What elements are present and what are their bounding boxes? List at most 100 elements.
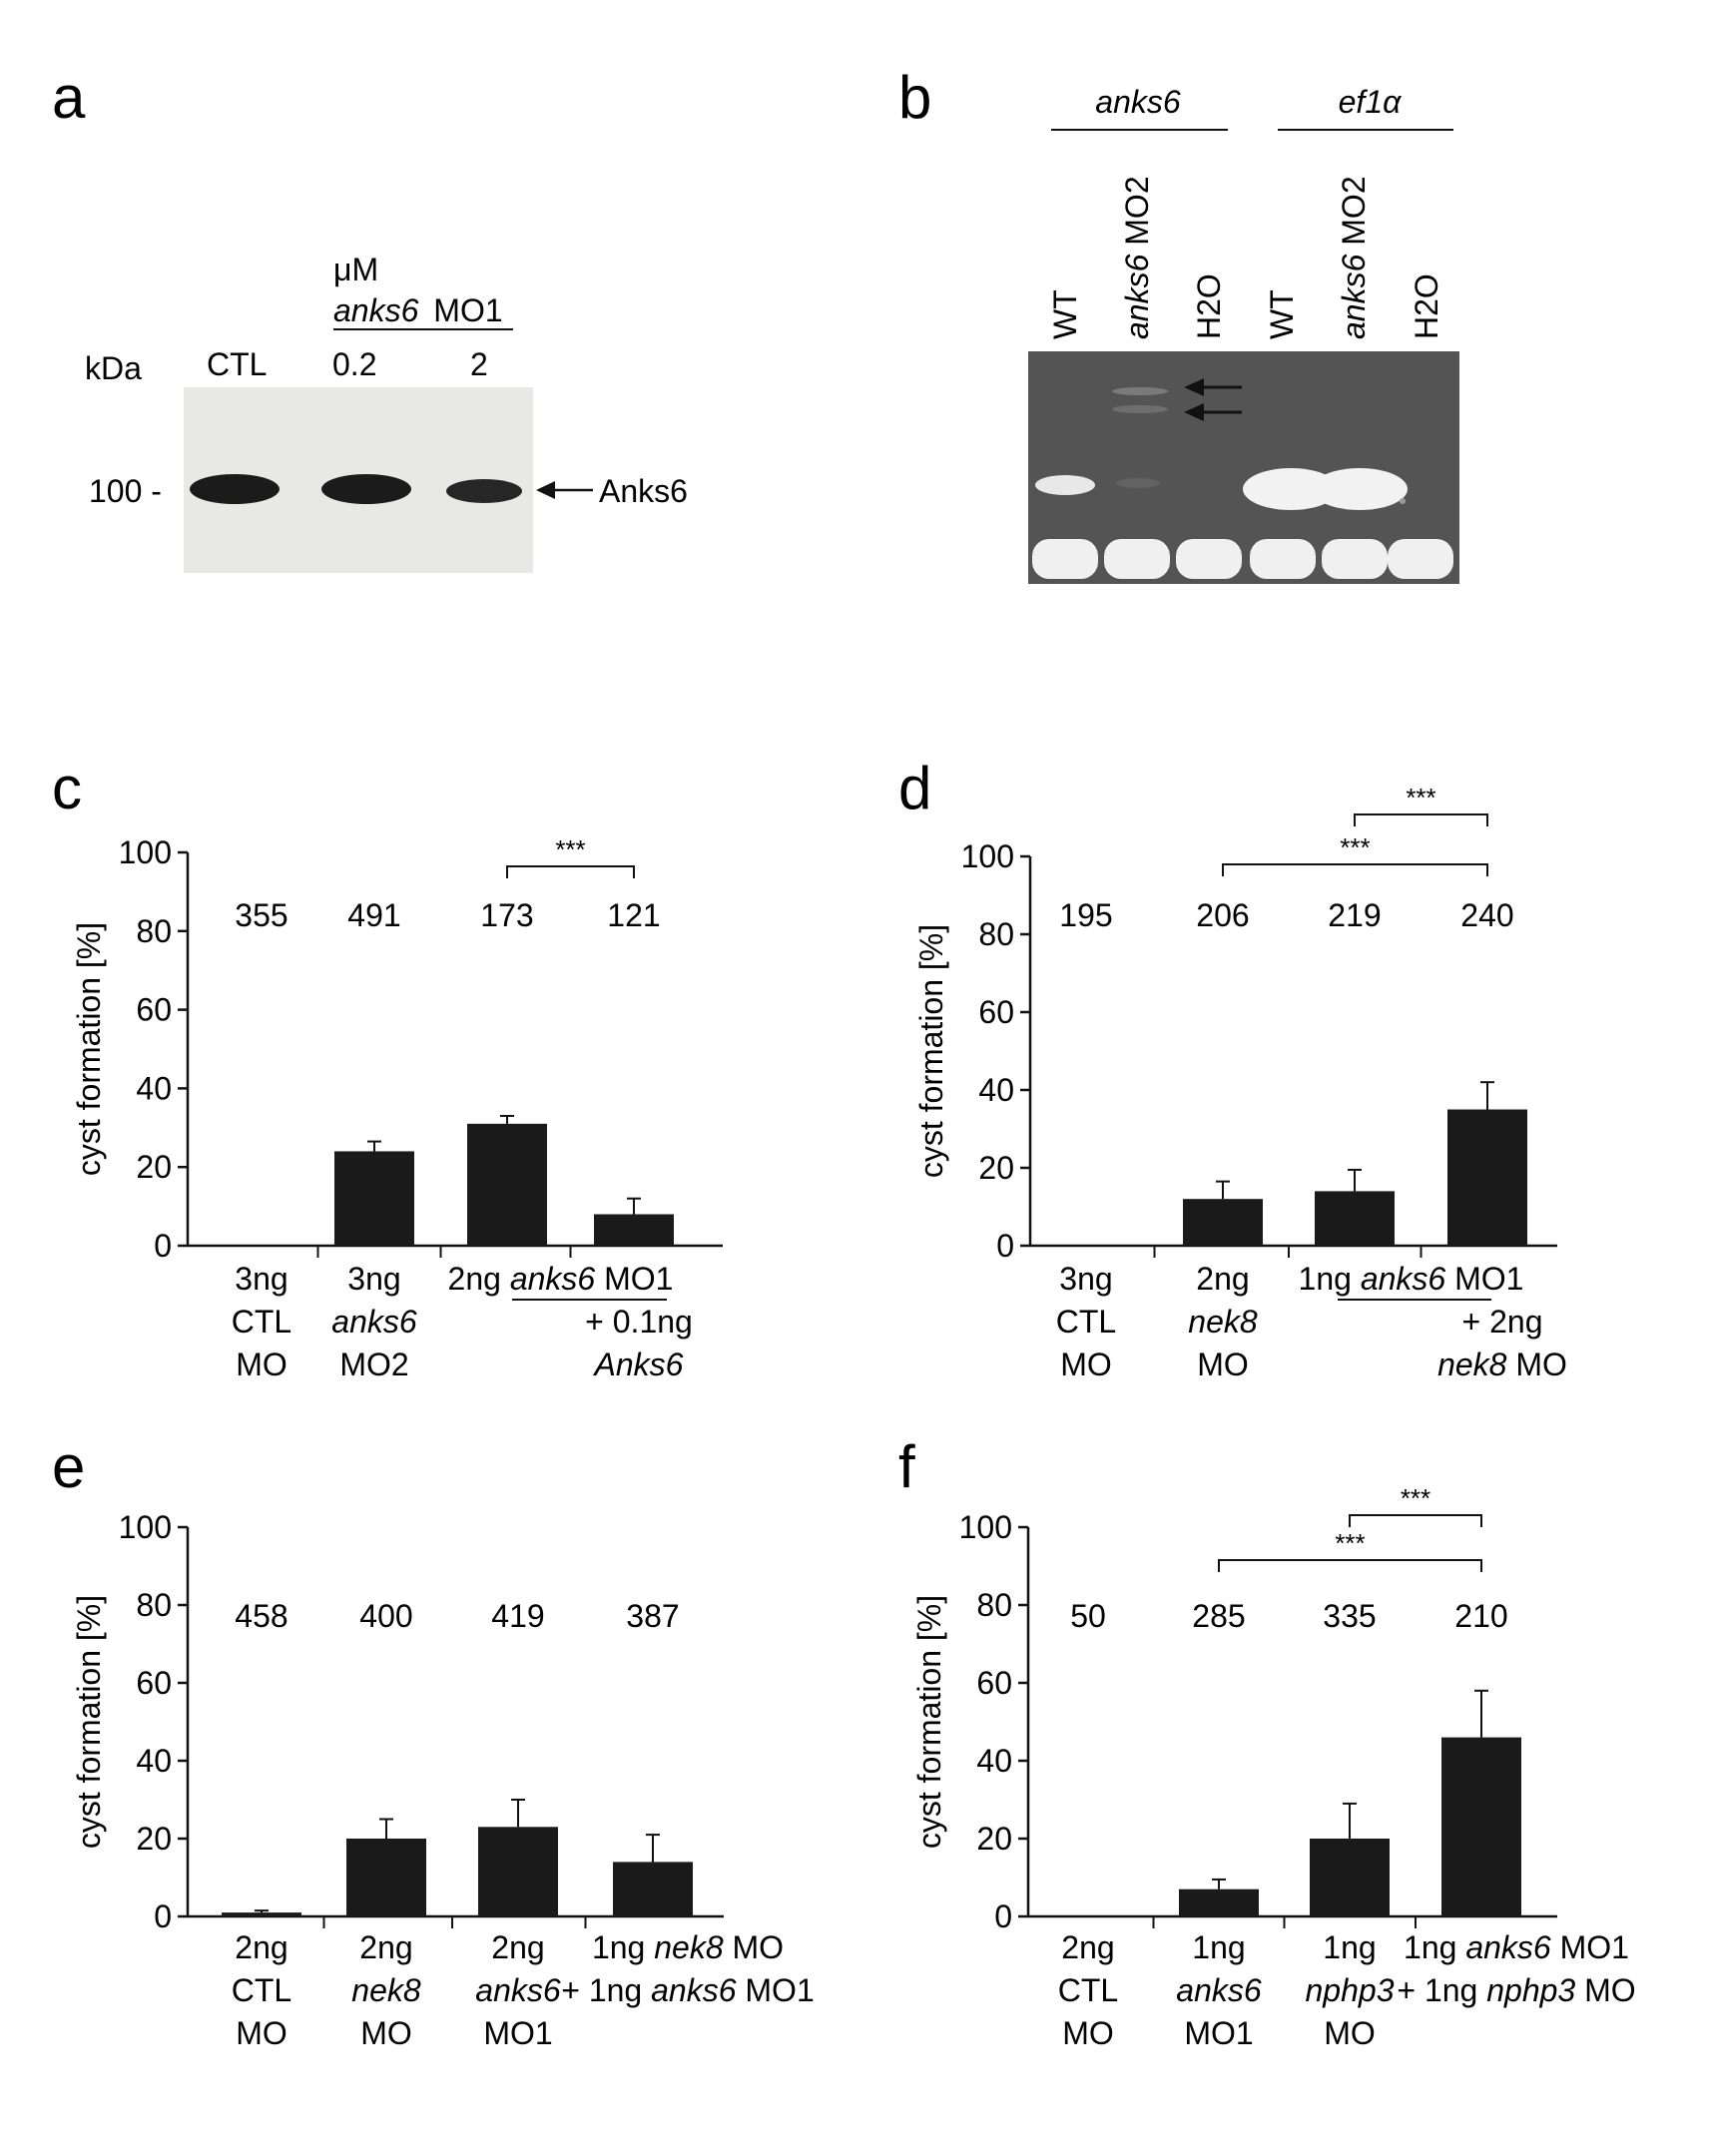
gel-primer-band-5 <box>1322 539 1388 579</box>
panel-f-category-text: nphp3 <box>1306 1972 1395 2008</box>
panel-f-category-2-line-3: MO1 <box>1184 2015 1253 2051</box>
panel-f-category-text: MO1 <box>1184 2015 1253 2051</box>
panel-d-category-4-line-2: nek8 MO <box>1437 1347 1567 1382</box>
panel-d-category-text: nek8 <box>1188 1304 1258 1340</box>
panel-c-category-4-line-1: + 0.1ng <box>585 1304 693 1340</box>
gel-lane-label-3: H2O <box>1191 273 1227 339</box>
panel-f-category-1-line-2: CTL <box>1058 1972 1118 2008</box>
gel-primer-band-3 <box>1176 539 1242 579</box>
panel-e-category-1-line-2: CTL <box>232 1972 291 2008</box>
panel-c-bar-3 <box>467 1123 547 1246</box>
panel-e-category-2-line-3: MO <box>360 2015 412 2051</box>
panel-d-category-text: 2ng <box>1196 1261 1249 1297</box>
panel-d-bar-3 <box>1315 1191 1395 1246</box>
panel-a-mo-rest: MO1 <box>433 292 502 328</box>
panel-d-category-text: 1ng <box>1299 1261 1361 1297</box>
gel-band-mo2-lower <box>1112 405 1168 413</box>
panel-e-y-tick-label: 0 <box>154 1898 172 1934</box>
panel-c-y-tick-label: 0 <box>154 1228 172 1264</box>
gel-primer-band-2 <box>1104 539 1170 579</box>
panel-d-y-tick-label: 20 <box>978 1150 1014 1186</box>
panel-b: b anks6 ef1α WT anks6 MO2 H2O WT anks6 MO2 H2… <box>898 64 1459 584</box>
panel-d-n-label-2: 206 <box>1196 897 1249 933</box>
panel-letter-e: e <box>52 1433 85 1500</box>
panel-e-category-text: 2ng <box>491 1929 544 1965</box>
panel-e-category-4-line-2: + 1ng anks6 MO1 <box>561 1972 814 2008</box>
panel-c-n-label-4: 121 <box>607 897 660 933</box>
panel-c-category-text: 3ng <box>347 1261 400 1297</box>
panel-f-category-text: + 1ng <box>1397 1972 1486 2008</box>
panel-f-y-axis-label: cyst formation [%] <box>911 1595 947 1849</box>
panel-a: a μM anks6 MO1 kDa CTL 0.2 2 100 - Anks6 <box>52 64 688 573</box>
panel-e-category-text: + 1ng <box>561 1972 651 2008</box>
panel-c-n-label-2: 491 <box>347 897 400 933</box>
panel-f-bar-2 <box>1179 1888 1259 1916</box>
panel-e-category-3-line-1: 2ng <box>491 1929 544 1965</box>
panel-f-category-3-line-3: MO <box>1324 2015 1376 2051</box>
panel-e-category-3-line-2: anks6 <box>475 1972 561 2008</box>
panel-f-category-text: 1ng <box>1404 1929 1465 1965</box>
panel-d-y-tick-label: 100 <box>961 838 1014 874</box>
gel-dust-speck <box>1400 498 1406 504</box>
panel-f-category-gene: anks6 <box>1465 1929 1551 1965</box>
gel-lane-label-3-text: H2O <box>1191 273 1227 339</box>
panel-c-bar-2 <box>334 1151 414 1246</box>
panel-e-bar-1 <box>222 1912 301 1916</box>
panel-c-chart: c 0 20 40 60 80 100 cyst formation [%] 355 491 173… <box>52 755 723 1382</box>
panel-f-y-tick-label: 0 <box>994 1898 1012 1934</box>
panel-f-category-1-line-1: 2ng <box>1061 1929 1114 1965</box>
panel-letter-c: c <box>52 755 82 821</box>
panel-f-y-tick-label: 40 <box>976 1743 1012 1779</box>
gel-band-wt-anks6 <box>1035 475 1095 495</box>
panel-f-category-text: 2ng <box>1061 1929 1114 1965</box>
panel-f-chart: f 0 20 40 60 80 100 cyst formation [%] 50 285 335 2… <box>898 1433 1636 2051</box>
panel-d-category-text: + 2ng <box>1462 1304 1543 1340</box>
blot-band-ctl <box>190 474 280 504</box>
panel-e-y-tick-label: 80 <box>136 1587 172 1623</box>
panel-d-category-suffix: MO1 <box>1445 1261 1523 1297</box>
panel-e-category-2-line-2: nek8 <box>351 1972 421 2008</box>
panel-letter-f: f <box>898 1433 915 1500</box>
panel-f-significance-bracket-1 <box>1349 1514 1482 1527</box>
panel-c-category-text: 3ng <box>235 1261 287 1297</box>
panel-d-significance-bracket-1 <box>1354 813 1488 826</box>
panel-f-n-label-4: 210 <box>1454 1598 1507 1634</box>
panel-e-category-1-line-3: MO <box>236 2015 287 2051</box>
panel-d-category-text: 3ng <box>1059 1261 1112 1297</box>
panel-d-category-2-line-1: 2ng <box>1196 1261 1249 1297</box>
gel-primer-band-1 <box>1032 539 1098 579</box>
panel-c-y-axis-label: cyst formation [%] <box>71 922 107 1176</box>
panel-b-group-ef1a: ef1α <box>1339 84 1402 120</box>
panel-a-arrow-label: Anks6 <box>599 473 688 509</box>
gel-primer-band-6 <box>1388 539 1453 579</box>
panel-c-category-text: anks6 <box>331 1304 417 1340</box>
panel-c-category-suffix: MO1 <box>595 1261 673 1297</box>
panel-a-mo-italic: anks6 <box>333 292 419 328</box>
panel-e-n-label-4: 387 <box>626 1598 679 1634</box>
panel-d-bar-4 <box>1447 1109 1527 1246</box>
panel-d-y-axis-label: cyst formation [%] <box>913 924 949 1178</box>
panel-e-category-text: 2ng <box>359 1929 412 1965</box>
panel-c-significance-bracket-1 <box>506 865 635 878</box>
gel-lane-label-5: anks6 MO2 <box>1336 176 1372 339</box>
bar-chart-panels: c 0 20 40 60 80 100 cyst formation [%] 355 491 173… <box>52 755 1636 2051</box>
panel-c-category-1-line-2: CTL <box>232 1304 291 1340</box>
panel-c-y-tick-label: 80 <box>136 913 172 949</box>
panel-e-category-gene: nek8 <box>654 1929 724 1965</box>
panel-d-category-2-line-2: nek8 <box>1188 1304 1258 1340</box>
panel-e-n-label-3: 419 <box>491 1598 544 1634</box>
panel-e-y-tick-label: 60 <box>136 1665 172 1701</box>
panel-d-chart: d 0 20 40 60 80 100 cyst formation [%] 195 206 219… <box>898 755 1567 1382</box>
gel-lane-label-6-text: H2O <box>1409 273 1444 339</box>
panel-c-y-tick-label: 20 <box>136 1149 172 1185</box>
panel-f-category-2-line-1: 1ng <box>1192 1929 1245 1965</box>
panel-c-category-text: Anks6 <box>593 1347 684 1382</box>
blot-band-2 <box>446 479 522 503</box>
panel-a-arrow <box>536 481 593 499</box>
panel-f-significance-label-2: *** <box>1335 1528 1365 1558</box>
panel-f-n-label-3: 335 <box>1323 1598 1376 1634</box>
gel-primer-band-4 <box>1250 539 1316 579</box>
panel-e-y-tick-label: 20 <box>136 1821 172 1857</box>
panel-f-category-3-line-2: nphp3 <box>1306 1972 1395 2008</box>
